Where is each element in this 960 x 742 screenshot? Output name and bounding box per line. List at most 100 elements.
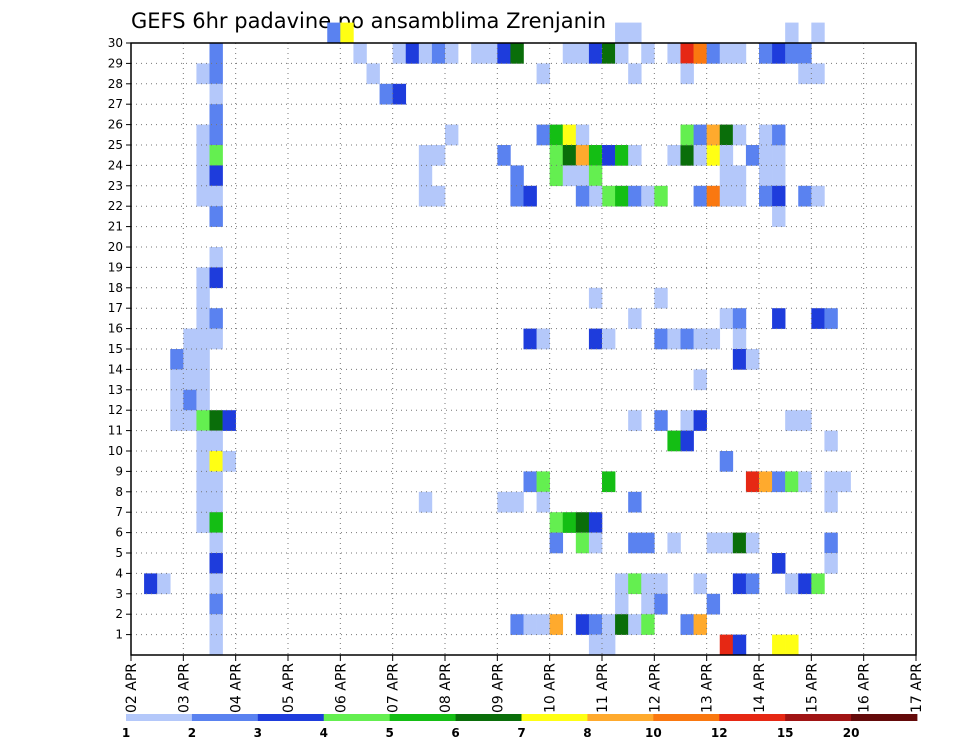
y-tick-label: 21	[108, 220, 123, 234]
chart-title: GEFS 6hr padavine po ansamblima Zrenjani…	[131, 9, 606, 33]
data-cell	[602, 614, 616, 635]
data-cell	[654, 328, 668, 350]
data-cell	[667, 430, 681, 452]
data-cell	[575, 614, 590, 635]
data-cell	[719, 308, 734, 329]
data-cell	[719, 124, 734, 146]
data-cell	[209, 573, 223, 595]
data-cell	[667, 43, 681, 64]
data-cell	[523, 185, 537, 207]
data-cell	[680, 124, 694, 146]
data-cell	[654, 185, 668, 207]
data-cell	[209, 267, 223, 289]
legend-swatch	[126, 714, 193, 721]
data-cell	[759, 471, 773, 493]
data-cell	[641, 185, 655, 207]
data-cell	[418, 491, 433, 513]
y-tick-label: 5	[115, 546, 123, 560]
data-cell	[562, 124, 577, 146]
data-cell	[196, 145, 210, 166]
data-cell	[209, 185, 223, 207]
data-cell	[209, 308, 223, 329]
data-cell	[772, 165, 786, 187]
data-cell	[575, 43, 590, 64]
data-cell	[680, 43, 694, 64]
data-cell	[654, 573, 668, 595]
data-cell	[209, 145, 223, 166]
data-cell	[628, 614, 642, 635]
data-cell	[183, 369, 197, 391]
data-cell	[628, 308, 642, 329]
y-tick-label: 14	[108, 362, 123, 376]
data-cell	[745, 145, 760, 166]
data-cell	[510, 491, 524, 513]
y-tick-label: 26	[108, 118, 123, 132]
x-tick-label: 14 APR	[752, 663, 768, 713]
data-cell	[575, 512, 590, 533]
data-cell	[536, 328, 550, 350]
cells-layer	[144, 22, 851, 656]
data-cell	[562, 165, 577, 187]
data-cell	[759, 124, 773, 146]
data-cell	[209, 512, 223, 533]
data-cell	[693, 145, 707, 166]
data-cell	[405, 43, 420, 64]
data-cell	[745, 532, 760, 554]
data-cell	[196, 308, 210, 329]
data-cell	[706, 328, 721, 350]
data-cell	[719, 451, 734, 472]
legend-swatch	[191, 714, 259, 721]
legend-label: 2	[188, 726, 196, 740]
data-cell	[732, 573, 747, 595]
data-cell	[196, 471, 210, 493]
data-cell	[615, 145, 629, 166]
y-tick-label: 23	[108, 179, 123, 193]
data-cell	[602, 328, 616, 350]
data-cell	[641, 43, 655, 64]
data-cell	[209, 430, 223, 452]
data-cell	[196, 491, 210, 513]
data-cell	[745, 471, 760, 493]
data-cell	[196, 410, 210, 431]
data-cell	[615, 43, 629, 64]
y-tick-label: 2	[115, 607, 123, 621]
legend-label: 12	[711, 726, 728, 740]
data-cell	[772, 145, 786, 166]
data-cell	[602, 634, 616, 656]
data-cell	[222, 410, 236, 431]
data-cell	[418, 145, 433, 166]
data-cell	[353, 43, 367, 64]
data-cell	[798, 43, 812, 64]
data-cell	[785, 410, 799, 431]
data-cell	[196, 349, 210, 370]
legend-label: 6	[451, 726, 459, 740]
data-cell	[588, 185, 603, 207]
data-cell	[209, 247, 223, 268]
data-cell	[588, 614, 603, 635]
data-cell	[588, 512, 603, 533]
y-tick-label: 15	[108, 342, 123, 356]
data-cell	[693, 369, 707, 391]
data-cell	[732, 165, 747, 187]
data-cell	[209, 491, 223, 513]
data-cell	[719, 145, 734, 166]
data-cell	[196, 287, 210, 309]
x-tick-label: 12 APR	[647, 663, 663, 713]
data-cell	[549, 512, 564, 533]
data-cell	[588, 532, 603, 554]
data-cell	[536, 614, 550, 635]
x-tick-label: 11 APR	[595, 663, 611, 713]
data-cell	[445, 124, 459, 146]
data-cell	[602, 43, 616, 64]
data-cell	[196, 267, 210, 289]
data-cell	[209, 328, 223, 350]
data-cell	[183, 410, 197, 431]
legend-swatch	[653, 714, 720, 721]
data-cell	[431, 43, 446, 64]
x-tick-label: 13 APR	[700, 663, 716, 713]
y-tick-label: 20	[108, 240, 123, 254]
data-cell	[693, 614, 707, 635]
data-cell	[824, 430, 838, 452]
data-cell	[209, 43, 223, 64]
data-cell	[327, 22, 341, 44]
